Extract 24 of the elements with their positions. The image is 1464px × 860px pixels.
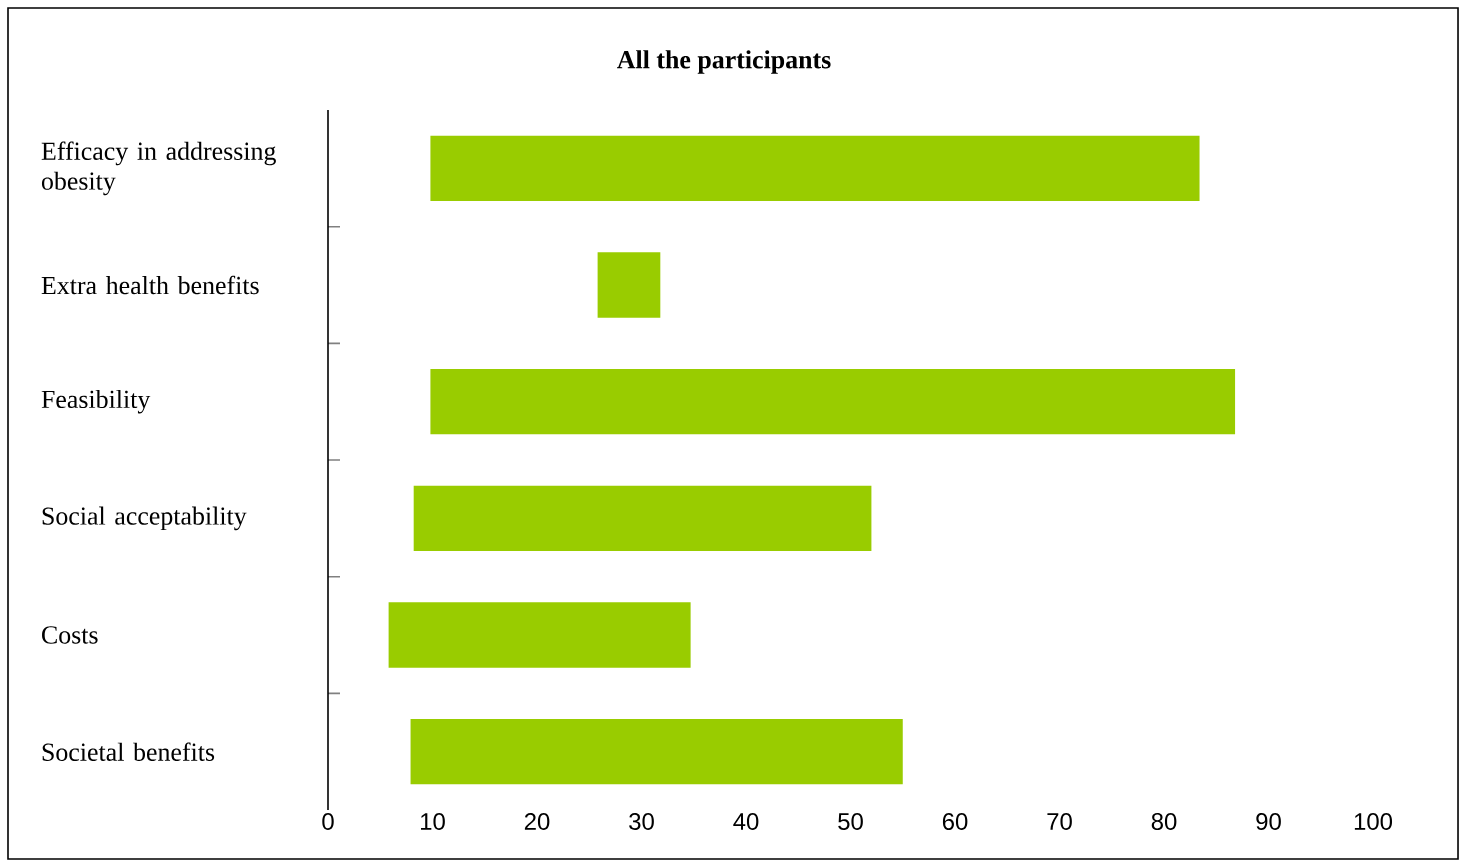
x-tick-label: 100 [1354,813,1393,830]
y-tick-label: Efficacy in addressing obesity [41,141,276,196]
y-tick-label: Societal benefits [42,742,215,761]
x-tick-label: 0 [322,813,334,830]
y-tick-label: Feasibility [41,389,151,414]
chart-title: All the participants [617,50,831,74]
bar [388,602,691,668]
bar [410,719,903,785]
bar [413,485,872,552]
x-tick-label: 30 [629,813,654,830]
bar [430,369,1236,435]
y-tick-label: Costs [42,626,98,644]
x-tick-label: 40 [733,813,759,830]
y-tick-label: Extra health benefits [41,275,259,295]
bar [597,252,661,318]
x-tick-label: 60 [942,813,968,830]
x-tick-label: 20 [524,813,550,830]
x-tick-label: 50 [838,813,863,830]
bar [430,135,1200,202]
x-tick-label: 80 [1151,813,1177,830]
x-tick-label: 10 [421,813,445,830]
y-tick-label: Social acceptability [42,506,247,531]
x-tick-label: 90 [1256,813,1281,830]
x-tick-label: 70 [1047,813,1072,830]
